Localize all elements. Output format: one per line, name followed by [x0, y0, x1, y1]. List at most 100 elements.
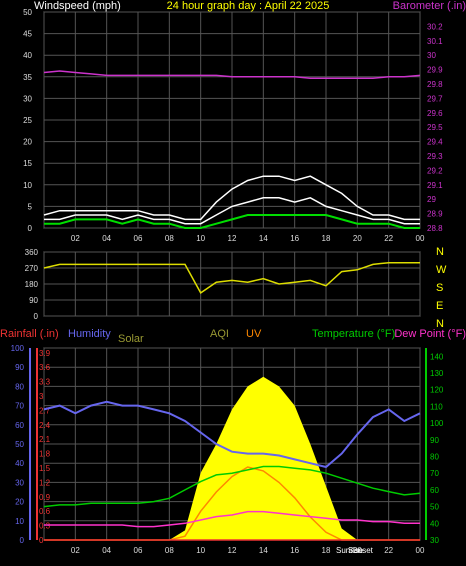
rainfall-tick-label: 1.5	[39, 464, 51, 473]
wind-tick-label: 35	[23, 73, 32, 82]
rainfall-axis-ticks: 0 0.3 0.6 0.9 1.2 1.5 1.8 2.1 2.4 2.7 3 3.3 3.6 3.9	[39, 349, 51, 545]
series-dew-point-line	[44, 510, 420, 528]
direction-series	[43, 261, 420, 294]
x-tick-label: 04	[102, 234, 111, 243]
rainfall-tick-label: 1.2	[39, 478, 51, 487]
rainfall-legend: Rainfall (.in)	[0, 328, 59, 340]
humidity-tick-label: 60	[15, 421, 24, 430]
temperature-axis-ticks: 30 40 50 60 70 80 90 100 110 120 130 140	[430, 352, 444, 545]
x-tick-label: 06	[134, 234, 143, 243]
barometer-label: Barometer (.in)	[393, 0, 466, 12]
x-tick-label: 00	[416, 234, 425, 243]
series-humidity-line	[43, 400, 421, 469]
barometer-tick-label: 29.7	[427, 94, 443, 103]
humidity-axis-ticks: 0 10 20 30 40 50 60 70 80 90 100	[11, 344, 25, 545]
temperature-tick-label: 60	[430, 486, 439, 495]
compass-label: N	[436, 246, 444, 258]
direction-tick-label: 360	[25, 248, 39, 257]
temperature-tick-label: 130	[430, 369, 444, 378]
weather-x-ticks: 02 04 06 08 10 12 14 16 18 20 22 00	[71, 546, 425, 555]
wind-tick-label: 30	[23, 94, 32, 103]
uv-legend: UV	[246, 328, 262, 340]
wind-tick-label: 40	[23, 51, 32, 60]
direction-tick-label: 270	[25, 264, 39, 273]
barometer-axis-ticks: 28.8 28.9 29 29.1 29.2 29.3 29.4 29.5 29.6 29.7 29…	[427, 22, 443, 233]
chart-title: 24 hour graph day : April 22 2025	[167, 0, 330, 12]
compass-label: S	[436, 282, 443, 294]
temperature-legend: Temperature (°F)	[312, 328, 395, 340]
rainfall-tick-label: 3	[39, 392, 44, 401]
rainfall-tick-label: 0	[39, 536, 44, 545]
x-tick-label: 06	[134, 546, 143, 555]
x-tick-label: 16	[290, 546, 299, 555]
temperature-tick-label: 90	[430, 436, 439, 445]
x-tick-label: 12	[228, 546, 237, 555]
humidity-tick-label: 50	[15, 440, 24, 449]
x-tick-label: 20	[353, 234, 362, 243]
x-tick-label: 10	[196, 234, 205, 243]
wind-tick-label: 45	[23, 30, 32, 39]
humidity-tick-label: 10	[15, 517, 24, 526]
rainfall-tick-label: 2.7	[39, 406, 51, 415]
solar-legend: Solar	[118, 333, 144, 345]
wind-tick-label: 0	[28, 224, 33, 233]
barometer-tick-label: 29.2	[427, 166, 443, 175]
wind-series	[43, 70, 421, 229]
x-tick-label: 14	[259, 546, 268, 555]
wind-axis-ticks: 0 5 10 15 20 25 30 35 40 45 50	[23, 8, 32, 233]
series-gust-line	[43, 175, 420, 221]
wind-panel-grid	[43, 11, 421, 229]
windspeed-label: Windspeed (mph)	[34, 0, 121, 12]
x-tick-label: 16	[290, 234, 299, 243]
dewpoint-legend: Dew Point (°F)	[394, 328, 466, 340]
temperature-tick-label: 140	[430, 352, 444, 361]
wind-tick-label: 50	[23, 8, 32, 17]
x-tick-label: 20	[353, 546, 362, 555]
aqi-legend: AQI	[210, 328, 229, 340]
series-solar-area	[44, 376, 420, 540]
direction-panel-grid	[43, 251, 421, 317]
x-tick-label: 18	[322, 234, 331, 243]
weather-series	[43, 376, 421, 541]
direction-tick-label: 0	[34, 312, 39, 321]
humidity-tick-label: 100	[11, 344, 25, 353]
direction-axis-ticks: 0 90 180 270 360	[25, 248, 39, 321]
x-tick-label: 14	[259, 234, 268, 243]
barometer-tick-label: 29.3	[427, 152, 443, 161]
temperature-tick-label: 100	[430, 419, 444, 428]
temperature-tick-label: 70	[430, 469, 439, 478]
temperature-tick-label: 40	[430, 519, 439, 528]
x-tick-label: 22	[384, 546, 393, 555]
direction-tick-label: 90	[29, 296, 38, 305]
x-tick-label: 02	[71, 234, 80, 243]
wind-tick-label: 5	[28, 202, 33, 211]
x-tick-label: 08	[165, 234, 174, 243]
barometer-tick-label: 29.1	[427, 181, 443, 190]
compass-label: N	[436, 318, 444, 330]
barometer-tick-label: 29.8	[427, 80, 443, 89]
x-tick-label: 22	[384, 234, 393, 243]
rainfall-tick-label: 2.4	[39, 421, 51, 430]
sunrise-label: Sunrise	[336, 546, 364, 555]
rainfall-tick-label: 1.8	[39, 450, 51, 459]
wind-x-ticks: 02 04 06 08 10 12 14 16 18 20 22 00	[71, 234, 425, 243]
series-average-line	[44, 214, 420, 229]
x-tick-label: 18	[322, 546, 331, 555]
wind-tick-label: 20	[23, 138, 32, 147]
barometer-tick-label: 29	[427, 195, 436, 204]
barometer-tick-label: 30.1	[427, 37, 443, 46]
barometer-tick-label: 28.9	[427, 210, 443, 219]
rainfall-tick-label: 2.1	[39, 435, 51, 444]
compass-label: E	[436, 300, 443, 312]
temperature-tick-label: 80	[430, 453, 439, 462]
series-wind-line	[44, 196, 420, 225]
temperature-tick-label: 30	[430, 536, 439, 545]
rainfall-tick-label: 0.3	[39, 522, 51, 531]
humidity-tick-label: 30	[15, 478, 24, 487]
temperature-tick-label: 120	[430, 386, 444, 395]
compass-label: W	[436, 264, 447, 276]
humidity-tick-label: 20	[15, 498, 24, 507]
wind-tick-label: 25	[23, 116, 32, 125]
